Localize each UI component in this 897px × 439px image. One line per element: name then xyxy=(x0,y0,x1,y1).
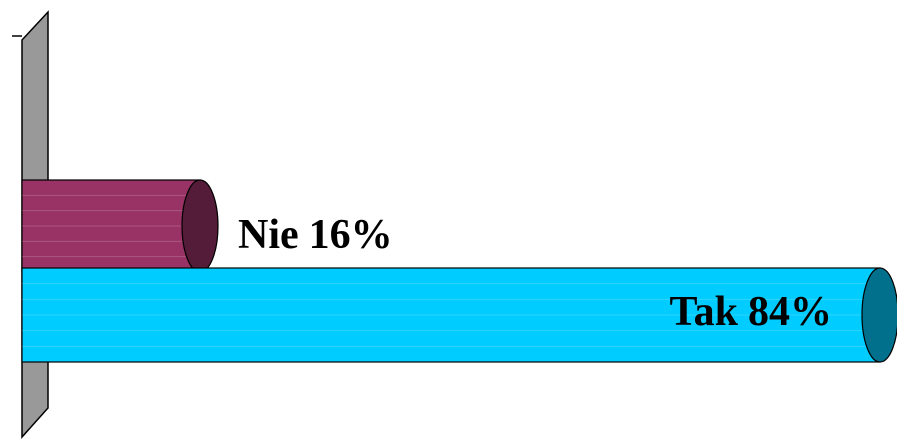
bar-end-cap xyxy=(181,179,219,273)
bar xyxy=(21,179,201,273)
value-label: 16% xyxy=(309,212,393,258)
category-label: Tak xyxy=(669,289,738,335)
data-label: Tak 84% xyxy=(669,289,832,335)
data-label: Nie 16% xyxy=(238,212,393,258)
category-label: Nie xyxy=(238,212,299,258)
value-label: 84% xyxy=(748,289,832,335)
bar-end-cap xyxy=(861,267,897,363)
bar xyxy=(21,267,881,363)
